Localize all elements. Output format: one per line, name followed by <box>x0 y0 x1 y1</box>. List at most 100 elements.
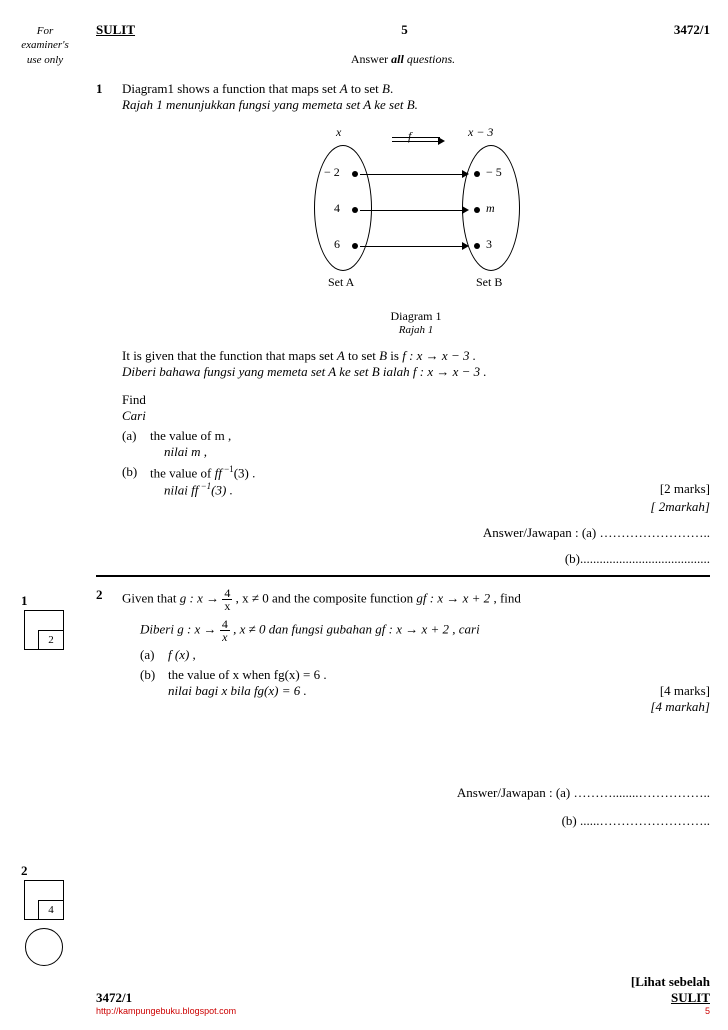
q2-fn2: 4 <box>220 618 230 631</box>
examiner-label: For examiner's use only <box>0 0 90 67</box>
q1-ge-A: A <box>337 348 345 363</box>
q1-a-en: the value of m , <box>150 428 231 444</box>
footer-sulit: SULIT <box>671 990 710 1006</box>
useonly: use only <box>27 54 63 66</box>
q1-ge-a: It is given that the function that maps … <box>122 348 337 363</box>
dot-a3 <box>352 243 358 249</box>
a1: − 2 <box>324 165 340 180</box>
q1-fx: f : x → x − 3 . <box>402 348 476 363</box>
q2-a: (a) f (x) , <box>140 647 710 663</box>
q2-a-txt: f (x) , <box>168 647 196 662</box>
q1-b-en: the value of ff −1(3) . <box>150 464 255 481</box>
mapping-diagram: x f x − 3 − 2 − 5 <box>286 123 546 303</box>
q1-cari: Cari <box>122 408 710 424</box>
arr2 <box>360 210 464 211</box>
q1-l1a: Diagram1 shows a function that maps set <box>122 81 340 96</box>
q2-b-my-row: nilai bagi x bila fg(x) = 6 . [4 marks] <box>168 683 710 699</box>
arr3 <box>360 246 464 247</box>
q2-gc: , find <box>490 590 521 605</box>
setB: Set B <box>476 275 502 290</box>
q2-myb: , x ≠ 0 dan fungsi gubahan gf : x → x + … <box>230 621 480 636</box>
diagram-caption-my: Rajah 1 <box>122 324 710 336</box>
q2-g2: g : x → <box>177 621 216 636</box>
divider <box>96 575 710 577</box>
lbl-xm3: x − 3 <box>468 125 493 140</box>
score-q2-marks: 4 <box>38 900 64 920</box>
q1-b-en-b: (3) . <box>234 465 256 480</box>
q1-b-my-b: (3) . <box>211 483 233 498</box>
footer-code: 3472/1 <box>96 990 132 1006</box>
score-box-q1: 1 2 <box>24 610 64 650</box>
q1-marks-en: [2 marks] <box>660 481 710 498</box>
instr-answer: Answer <box>351 52 388 66</box>
q2-ga: Given that <box>122 590 180 605</box>
q2: 2 Given that g : x → 4x , x ≠ 0 and the … <box>96 587 710 829</box>
q1-l1c: . <box>390 81 393 96</box>
q2-number: 2 <box>96 587 122 829</box>
footer: [Lihat sebelah 3472/1 SULIT http://kampu… <box>96 974 710 1016</box>
q1-ge-c: is <box>387 348 402 363</box>
q1-a: (a) the value of m , <box>122 428 710 444</box>
q1-line2: Rajah 1 menunjukkan fungsi yang memeta s… <box>122 97 710 113</box>
b3: 3 <box>486 237 492 252</box>
q1-ans-a: Answer/Jawapan : (a) …………………….. <box>122 525 710 541</box>
arr1 <box>360 174 464 175</box>
examiner-column: For examiner's use only 1 2 2 4 <box>0 0 90 1030</box>
q2-b-my: nilai bagi x bila fg(x) = 6 . <box>168 683 307 699</box>
q2-g: g : x → <box>180 590 219 605</box>
q2-b-lbl: (b) <box>140 667 168 683</box>
q2-fd: x <box>222 600 232 612</box>
q1-b-lbl: (b) <box>122 464 150 481</box>
q1-inv2: −1 <box>198 481 211 491</box>
q2-frac: 4x <box>222 587 232 612</box>
main-content: SULIT 5 3472/1 Answer all questions. 1 D… <box>96 22 710 829</box>
q1-b-my: nilai ff −1(3) . <box>164 481 233 498</box>
lbl-x: x <box>336 125 341 140</box>
q1-b-my-a: nilai <box>164 483 191 498</box>
q1-line1: Diagram1 shows a function that maps set … <box>122 81 710 97</box>
score-q2-num: 2 <box>21 863 28 879</box>
footer-pagenum: 5 <box>705 1006 710 1016</box>
q1-number: 1 <box>96 81 122 567</box>
q2-b-en: the value of x when fg(x) = 6 . <box>168 667 327 683</box>
q1-ge-b: to set <box>345 348 379 363</box>
q2-a-lbl: (a) <box>140 647 168 663</box>
dot-b1 <box>474 171 480 177</box>
f-arrow-head <box>438 137 445 145</box>
score-box-q2: 2 4 <box>24 880 64 920</box>
q1: 1 Diagram1 shows a function that maps se… <box>96 81 710 567</box>
q1-ff: ff <box>215 465 222 480</box>
for: For <box>37 25 54 37</box>
examiners: examiner's <box>21 39 69 51</box>
arr2-head <box>462 206 469 214</box>
q2-fd2: x <box>220 631 230 643</box>
f-arrow-under <box>392 137 440 138</box>
q1-ans-b: (b).....................................… <box>122 551 710 567</box>
q1-marks-my: [ 2markah] <box>122 499 710 515</box>
footer-lihat: [Lihat sebelah <box>96 974 710 990</box>
a2: 4 <box>334 201 340 216</box>
q2-b: (b) the value of x when fg(x) = 6 . <box>140 667 710 683</box>
q1-a-lbl: (a) <box>122 428 150 444</box>
q1-l1b: to set <box>348 81 382 96</box>
dot-a2 <box>352 207 358 213</box>
q2-frac2: 4x <box>220 618 230 643</box>
q1-b-my-row: nilai ff −1(3) . [2 marks] <box>164 481 710 498</box>
oval-a <box>314 145 372 271</box>
f-arrow-line <box>392 141 440 142</box>
instruction: Answer all questions. <box>96 52 710 67</box>
q2-marks-en: [4 marks] <box>660 683 710 699</box>
q1-body: Diagram1 shows a function that maps set … <box>122 81 710 567</box>
q1-a-my: nilai m , <box>164 444 710 460</box>
score-circle <box>25 928 63 966</box>
q2-mya: Diberi <box>140 621 177 636</box>
b2: m <box>486 201 495 216</box>
setA: Set A <box>328 275 354 290</box>
q1-inv: −1 <box>222 464 234 474</box>
arr3-head <box>462 242 469 250</box>
b1: − 5 <box>486 165 502 180</box>
q1-given-en: It is given that the function that maps … <box>122 348 710 364</box>
q2-given: Given that g : x → 4x , x ≠ 0 and the co… <box>122 587 710 612</box>
arr1-head <box>462 170 469 178</box>
dot-a1 <box>352 171 358 177</box>
